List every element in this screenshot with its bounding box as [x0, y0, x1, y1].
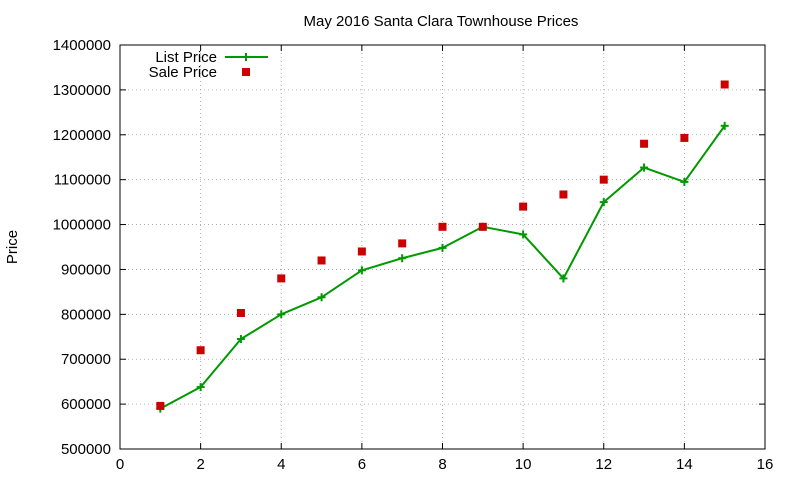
x-tick-label: 6: [358, 456, 366, 473]
list-price-point: [357, 266, 366, 275]
sale-price-point: [519, 202, 528, 211]
y-axis-tick-labels: 500000 600000 700000 800000 900000 1000000 110…: [53, 37, 111, 458]
x-tick-label: 4: [277, 456, 285, 473]
sale-price-point: [317, 256, 326, 265]
y-tick-label: 600000: [61, 396, 111, 413]
y-tick-label: 800000: [61, 306, 111, 323]
x-tick-label: 2: [196, 456, 204, 473]
plot-frame: [119, 44, 766, 450]
list-price-point: [599, 198, 608, 207]
list-price-point: [519, 230, 528, 239]
sale-price-point: [277, 274, 286, 283]
x-tick-label: 14: [676, 456, 693, 473]
sale-price-point: [640, 139, 649, 148]
x-tick-label: 0: [116, 456, 124, 473]
list-price-point: [640, 163, 649, 172]
list-price-point: [559, 274, 568, 283]
sale-price-point: [196, 346, 205, 355]
sale-price-point: [236, 308, 245, 317]
y-tick-label: 700000: [61, 351, 111, 368]
y-tick-label: 1200000: [53, 127, 111, 144]
series-1: [156, 80, 729, 410]
y-tick-label: 900000: [61, 261, 111, 278]
list-price-point: [236, 335, 245, 344]
y-axis-label: Price: [4, 230, 21, 264]
y-tick-label: 500000: [61, 441, 111, 458]
sale-price-point: [398, 239, 407, 248]
x-tick-label: 10: [515, 456, 532, 473]
list-price-point: [438, 243, 447, 252]
list-price-point: [317, 293, 326, 302]
legend-label: Sale Price: [149, 64, 217, 81]
sale-price-point: [478, 222, 487, 231]
sale-price-point: [156, 401, 165, 410]
list-price-point: [196, 383, 205, 392]
chart-title: May 2016 Santa Clara Townhouse Prices: [304, 13, 579, 30]
list-price-line: [159, 125, 726, 410]
legend-square-marker: [242, 68, 250, 76]
grid-lines: [120, 45, 765, 449]
y-tick-label: 1100000: [54, 172, 111, 189]
sale-price-point: [599, 175, 608, 184]
list-price-point: [398, 254, 407, 263]
y-tick-label: 1000000: [53, 217, 111, 234]
data-series: [156, 80, 729, 413]
sale-price-point: [438, 222, 447, 231]
legend-label: List Price: [155, 49, 217, 66]
sale-price-point: [680, 133, 689, 142]
legend-plus-marker: [242, 53, 250, 61]
x-tick-label: 16: [757, 456, 774, 473]
x-tick-label: 8: [438, 456, 446, 473]
sale-price-point: [559, 190, 568, 199]
list-price-point: [680, 177, 689, 186]
y-tick-label: 1300000: [53, 82, 111, 99]
y-tick-label: 1400000: [53, 37, 111, 54]
sale-price-point: [357, 247, 366, 256]
list-price-point: [720, 121, 729, 130]
sale-price-point: [720, 80, 729, 89]
list-price-point: [277, 310, 286, 319]
x-axis-tick-labels: 0 2 4 6 8 10 12 14 16: [116, 456, 774, 473]
x-tick-label: 12: [595, 456, 612, 473]
